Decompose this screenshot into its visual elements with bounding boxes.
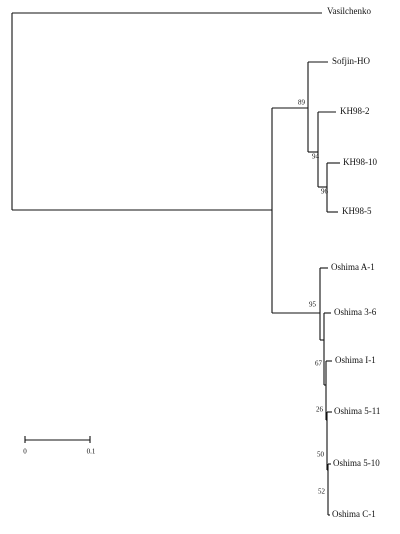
bootstrap-value: 67 <box>315 360 323 368</box>
leaf-label: Oshima A-1 <box>331 262 375 272</box>
bootstrap-value: 94 <box>312 153 320 161</box>
leaf-labels: Vasilchenko Sofjin-HO KH98-2 KH98-10 KH9… <box>327 6 380 519</box>
bootstrap-value: 96 <box>321 188 329 196</box>
leaf-label: KH98-5 <box>342 206 372 216</box>
scale-label: 0.1 <box>87 448 96 456</box>
bootstrap-value: 52 <box>318 488 326 496</box>
leaf-label: KH98-10 <box>343 157 377 167</box>
bootstrap-values: 89 94 96 95 67 26 50 52 <box>298 99 329 496</box>
bootstrap-value: 26 <box>316 406 324 414</box>
bootstrap-value: 89 <box>298 99 306 107</box>
scale-bar: 0 0.1 <box>23 436 96 456</box>
branches <box>11 12 340 516</box>
leaf-label: Vasilchenko <box>327 6 371 16</box>
scale-label: 0 <box>23 448 27 456</box>
leaf-label: KH98-2 <box>340 106 370 116</box>
bootstrap-value: 95 <box>309 301 317 309</box>
leaf-label: Sofjin-HO <box>332 56 371 66</box>
bootstrap-value: 50 <box>317 451 325 459</box>
leaf-label: Oshima 5-11 <box>334 406 380 416</box>
leaf-label: Oshima C-1 <box>332 509 376 519</box>
leaf-label: Oshima I-1 <box>335 355 376 365</box>
leaf-label: Oshima 3-6 <box>334 307 377 317</box>
leaf-label: Oshima 5-10 <box>333 458 380 468</box>
